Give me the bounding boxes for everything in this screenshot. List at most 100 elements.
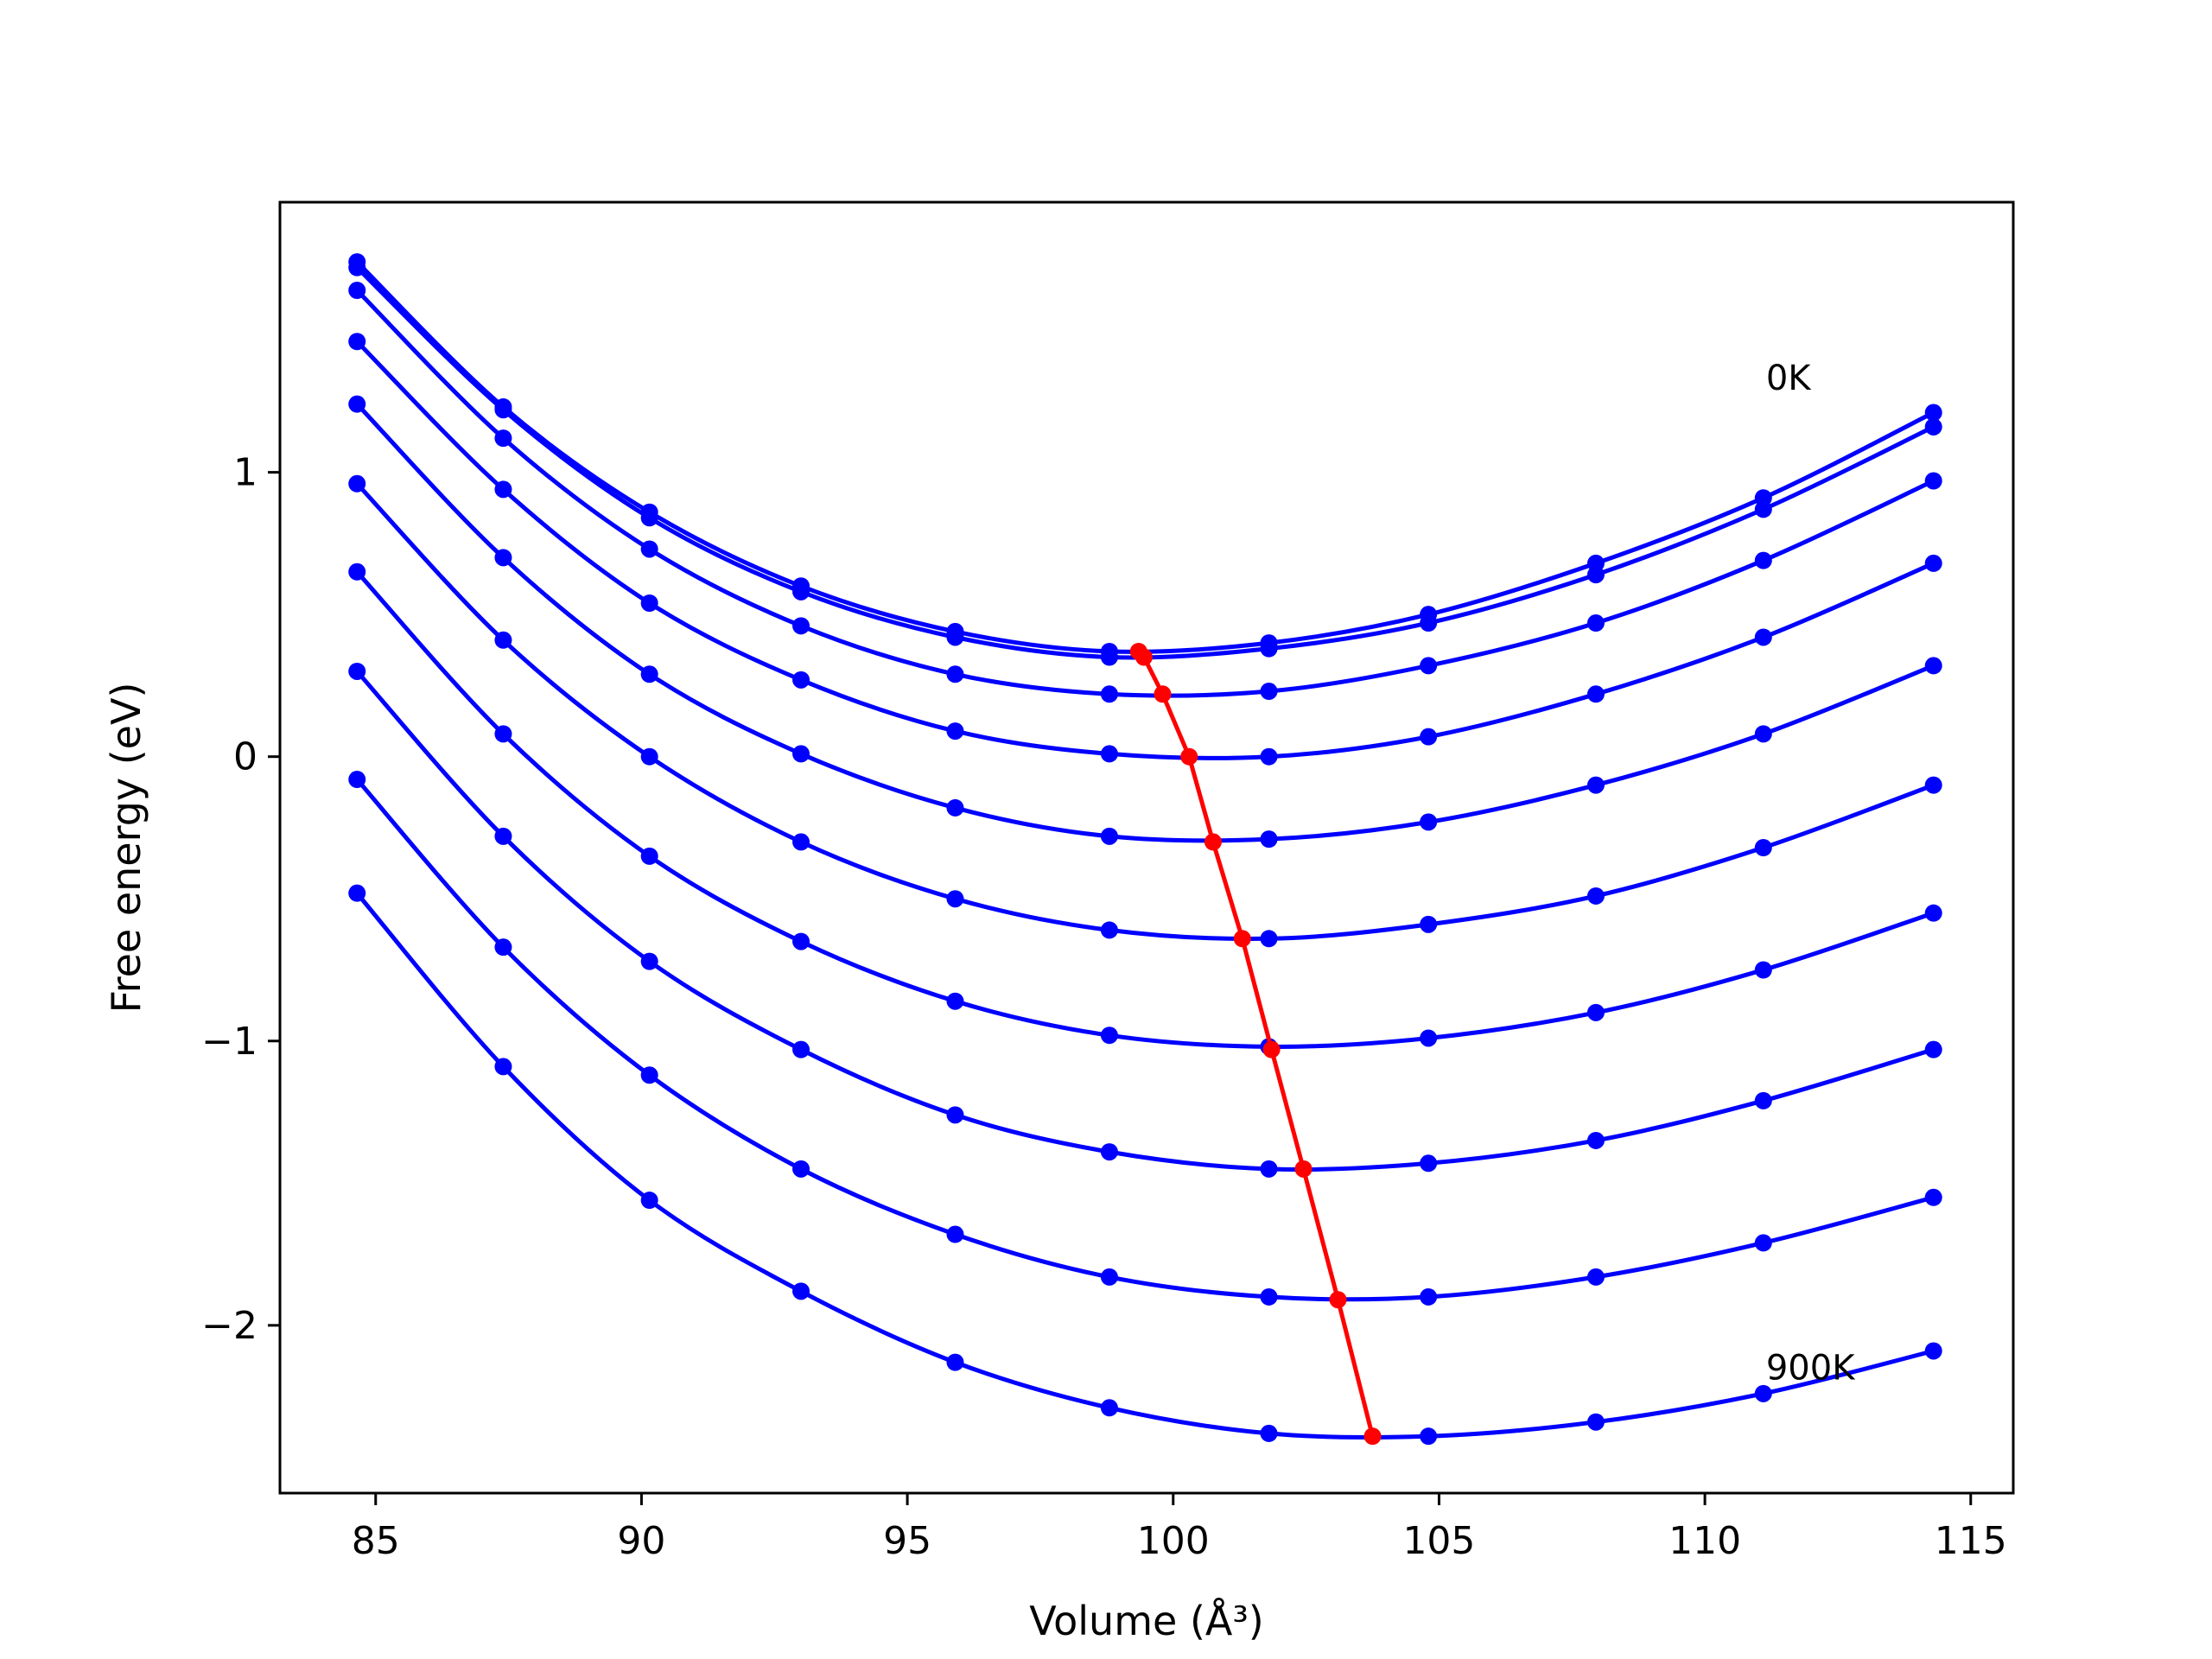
series-9-point-2 <box>640 1192 658 1210</box>
series-7-point-6 <box>1260 1160 1278 1178</box>
series-0-line <box>355 260 1935 654</box>
series-4-point-2 <box>640 665 658 683</box>
series-1-point-3 <box>792 582 810 601</box>
series-1-point-0 <box>348 258 366 276</box>
series-layer <box>348 253 1942 1446</box>
series-1-point-4 <box>946 628 964 646</box>
series-8-point-1 <box>494 938 512 957</box>
series-9-point-10 <box>1924 1342 1942 1360</box>
series-1-point-9 <box>1754 500 1772 518</box>
series-6-line <box>355 570 1935 1049</box>
series-9-point-4 <box>946 1353 964 1371</box>
series-2-point-8 <box>1586 614 1605 632</box>
series-3-point-10 <box>1924 554 1942 572</box>
minima-line <box>1136 650 1375 1437</box>
plot-frame <box>278 200 2015 1495</box>
x-tick-label-2: 95 <box>883 1519 931 1563</box>
minima-point-6 <box>1262 1040 1281 1058</box>
series-8-line <box>355 778 1935 1302</box>
series-0-point-10 <box>1924 404 1942 422</box>
y-tick-label-1: 0 <box>233 735 257 779</box>
series-8-point-5 <box>1100 1268 1118 1286</box>
x-tick-label-6: 115 <box>1935 1519 2007 1563</box>
series-1-point-7 <box>1420 614 1438 632</box>
series-7-point-2 <box>640 952 658 970</box>
series-2-point-10 <box>1924 472 1942 490</box>
minima-point-7 <box>1294 1160 1313 1178</box>
series-4-point-10 <box>1924 657 1942 675</box>
series-7-point-4 <box>946 1106 964 1124</box>
series-4-point-4 <box>946 798 964 817</box>
series-3-point-0 <box>348 333 366 351</box>
x-tick-label-0: 85 <box>352 1519 400 1563</box>
series-5-point-0 <box>348 474 366 493</box>
series-0 <box>348 253 1942 660</box>
series-5-point-3 <box>792 833 810 851</box>
series-8-point-10 <box>1924 1188 1942 1206</box>
series-9-point-5 <box>1100 1399 1118 1417</box>
series-7 <box>348 662 1942 1178</box>
series-8-point-8 <box>1586 1268 1605 1286</box>
series-4-line <box>355 402 1935 843</box>
series-3-point-2 <box>640 594 658 612</box>
series-5-point-8 <box>1586 887 1605 905</box>
series-3 <box>348 333 1942 766</box>
series-6-point-8 <box>1586 1003 1605 1021</box>
x-tick-label-1: 90 <box>617 1519 665 1563</box>
series-4-point-6 <box>1260 830 1278 849</box>
series-9-point-8 <box>1586 1413 1605 1431</box>
x-axis-ticks: 85 90 95 100 105 110 115 <box>352 1493 2007 1563</box>
series-3-point-9 <box>1754 628 1772 646</box>
series-7-point-9 <box>1754 1091 1772 1109</box>
series-5-point-2 <box>640 747 658 766</box>
series-3-point-6 <box>1260 747 1278 766</box>
series-6-point-0 <box>348 563 366 581</box>
series-8-point-0 <box>348 771 366 789</box>
series-9-point-6 <box>1260 1424 1278 1442</box>
series-3-point-7 <box>1420 728 1438 746</box>
minima-point-8 <box>1329 1291 1347 1309</box>
x-axis-label: Volume (Å³) <box>1029 1598 1264 1644</box>
series-6-point-1 <box>494 725 512 743</box>
series-2-point-3 <box>792 617 810 635</box>
series-8-point-6 <box>1260 1287 1278 1306</box>
series-6-point-3 <box>792 932 810 950</box>
series-1-point-6 <box>1260 639 1278 658</box>
series-2-point-5 <box>1100 685 1118 703</box>
minima-point-3 <box>1180 747 1198 766</box>
series-8-point-4 <box>946 1225 964 1243</box>
series-5-point-5 <box>1100 921 1118 939</box>
series-9-point-9 <box>1754 1384 1772 1402</box>
series-9-line <box>355 892 1935 1440</box>
series-8-point-7 <box>1420 1287 1438 1306</box>
series-3-point-1 <box>494 480 512 499</box>
series-2-point-2 <box>640 540 658 558</box>
annotation-1: 900K <box>1766 1348 1856 1388</box>
y-axis-ticks: 1 0 −1 −2 <box>201 451 280 1348</box>
series-8-point-3 <box>792 1160 810 1178</box>
series-1-point-5 <box>1100 648 1118 666</box>
series-4-point-8 <box>1586 776 1605 794</box>
series-8 <box>348 771 1942 1306</box>
annotation-layer: 0K 900K <box>1766 359 1856 1388</box>
series-9 <box>348 884 1942 1446</box>
series-6-point-2 <box>640 847 658 865</box>
series-4 <box>348 395 1942 849</box>
series-2-point-6 <box>1260 683 1278 701</box>
series-4-point-7 <box>1420 813 1438 831</box>
annotation-0: 0K <box>1766 359 1812 398</box>
series-5-point-10 <box>1924 776 1942 794</box>
series-6-point-5 <box>1100 1027 1118 1045</box>
series-1-point-8 <box>1586 566 1605 584</box>
series-6-point-9 <box>1754 961 1772 979</box>
series-9-point-1 <box>494 1058 512 1076</box>
series-7-point-0 <box>348 662 366 680</box>
series-7-point-7 <box>1420 1154 1438 1173</box>
series-6-point-4 <box>946 992 964 1010</box>
series-4-point-3 <box>792 745 810 763</box>
series-8-point-2 <box>640 1066 658 1084</box>
series-9-point-3 <box>792 1282 810 1300</box>
series-7-point-5 <box>1100 1143 1118 1161</box>
